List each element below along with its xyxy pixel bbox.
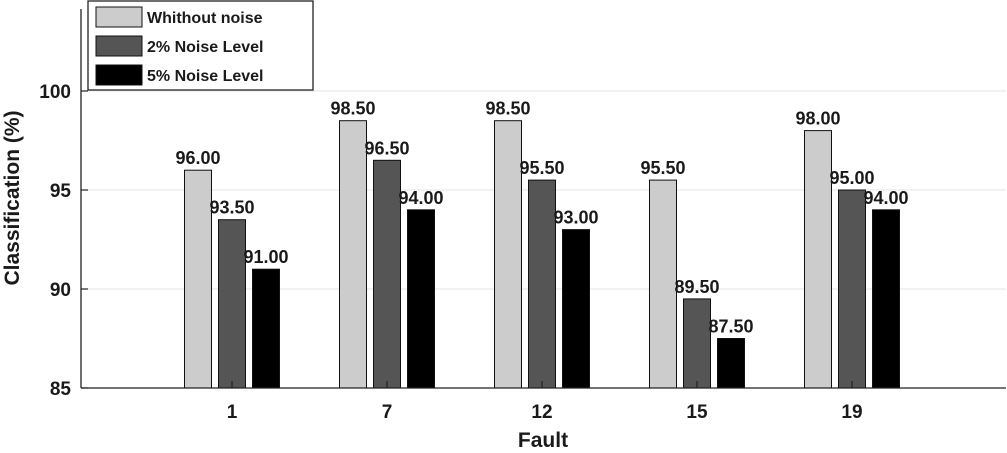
data-label-fault-19-series-3: 94.00 — [863, 188, 908, 208]
data-label-fault-7-series-1: 98.50 — [330, 99, 375, 119]
data-label-fault-15-series-1: 95.50 — [640, 158, 685, 178]
data-label-fault-15-series-3: 87.50 — [708, 317, 753, 337]
legend-label-1: Whithout noise — [147, 10, 263, 27]
bar-fault-12-series-3 — [562, 229, 590, 389]
x-tick-label-1: 1 — [227, 402, 238, 423]
x-tick-label-7: 7 — [382, 402, 393, 423]
bar-fault-12-series-1 — [494, 120, 522, 389]
tick-labels: 85 90 95 100 1 7 12 15 19 — [39, 82, 862, 423]
bar-fault-7-series-2 — [373, 159, 401, 389]
legend-swatch-2 — [95, 35, 143, 57]
data-label-fault-1-series-2: 93.50 — [209, 198, 254, 218]
bar-fault-15-series-3 — [717, 338, 745, 389]
legend-swatch-1 — [95, 6, 143, 28]
data-label-fault-1-series-1: 96.00 — [175, 148, 220, 168]
bar-fault-15-series-2 — [683, 298, 711, 389]
data-labels: 96.00 93.50 91.00 98.50 96.50 94.00 98.50 95.50… — [175, 99, 908, 337]
bar-fault-7-series-1 — [339, 120, 367, 389]
bar-fault-1-series-1 — [184, 169, 212, 389]
bar-fault-12-series-2 — [528, 179, 556, 389]
y-tick-label-95: 95 — [50, 181, 72, 202]
y-tick-label-85: 85 — [50, 379, 72, 400]
legend-label-3: 5% Noise Level — [147, 68, 264, 85]
bar-fault-19-series-3 — [872, 209, 900, 389]
data-label-fault-19-series-1: 98.00 — [795, 109, 840, 129]
data-label-fault-12-series-1: 98.50 — [485, 99, 530, 119]
data-label-fault-1-series-3: 91.00 — [243, 247, 288, 267]
x-tick-label-19: 19 — [841, 402, 862, 423]
bar-fault-19-series-2 — [838, 189, 866, 389]
data-label-fault-12-series-3: 93.00 — [553, 208, 598, 228]
y-tick-label-100: 100 — [39, 82, 71, 103]
data-label-fault-12-series-2: 95.50 — [519, 158, 564, 178]
x-tick-label-15: 15 — [686, 402, 708, 423]
y-axis-label: Classification (%) — [1, 110, 24, 285]
bars — [184, 120, 900, 389]
data-label-fault-7-series-2: 96.50 — [364, 138, 409, 158]
x-tick-label-12: 12 — [531, 402, 552, 423]
bar-fault-1-series-2 — [218, 219, 246, 389]
x-axis-label: Fault — [518, 429, 568, 452]
bar-fault-1-series-3 — [252, 268, 280, 389]
legend: Whithout noise 2% Noise Level 5% Noise Lev… — [87, 0, 314, 91]
legend-swatch-3 — [95, 64, 143, 86]
data-label-fault-7-series-3: 94.00 — [398, 188, 443, 208]
bar-fault-19-series-1 — [804, 130, 832, 389]
legend-label-2: 2% Noise Level — [147, 39, 264, 56]
bar-fault-15-series-1 — [649, 179, 677, 389]
data-label-fault-15-series-2: 89.50 — [674, 277, 719, 297]
y-tick-label-90: 90 — [50, 280, 71, 301]
data-label-fault-19-series-2: 95.00 — [829, 168, 874, 188]
bar-fault-7-series-3 — [407, 209, 435, 389]
